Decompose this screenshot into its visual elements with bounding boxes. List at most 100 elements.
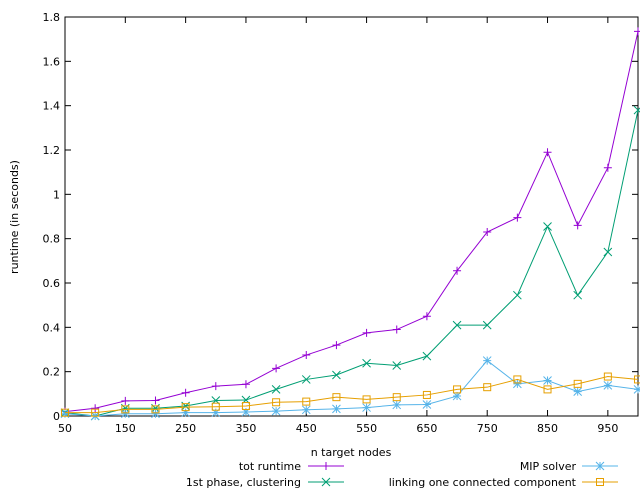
data-point <box>181 403 190 412</box>
x-tick-label: 250 <box>175 422 196 435</box>
legend-label: 1st phase, clustering <box>186 476 301 489</box>
x-tick-label: 850 <box>537 422 558 435</box>
data-point <box>603 372 612 381</box>
data-point <box>211 382 220 391</box>
data-point <box>121 396 130 405</box>
data-point <box>181 388 190 397</box>
data-point <box>543 385 552 394</box>
y-tick-label: 1 <box>53 188 60 201</box>
data-point <box>151 396 160 405</box>
data-point <box>513 379 522 389</box>
data-point <box>573 221 582 230</box>
x-axis-ticks: 50 150 250 350 450 550 650 750 850 950 <box>58 17 618 435</box>
y-tick-label: 1.6 <box>43 55 61 68</box>
data-point <box>121 405 130 414</box>
data-point <box>302 397 311 406</box>
y-tick-label: 0.6 <box>43 277 61 290</box>
data-point <box>322 462 330 470</box>
data-point <box>483 228 492 237</box>
data-point <box>211 402 220 411</box>
data-point <box>151 409 160 419</box>
data-point <box>271 406 281 416</box>
data-point <box>634 27 640 36</box>
series-line <box>64 31 639 413</box>
y-tick-label: 0 <box>53 410 60 423</box>
data-point <box>392 325 401 334</box>
data-point <box>452 391 462 401</box>
y-tick-label: 1.4 <box>43 100 61 113</box>
series-line <box>65 376 639 414</box>
data-point <box>634 375 640 384</box>
data-point <box>603 163 612 172</box>
axes <box>64 16 639 417</box>
data-point <box>422 400 432 409</box>
data-point <box>61 408 69 417</box>
data-point <box>513 290 522 300</box>
data-point <box>513 213 522 222</box>
data-point <box>362 395 371 404</box>
data-point <box>596 478 604 486</box>
data-point <box>181 408 190 418</box>
data-point <box>543 148 552 157</box>
data-point <box>482 356 492 365</box>
data-point <box>482 320 492 330</box>
data-point <box>60 409 70 419</box>
data-point <box>392 361 402 370</box>
data-point <box>453 266 462 275</box>
data-point <box>301 375 311 384</box>
plot-frame <box>64 16 639 417</box>
data-point <box>603 381 613 390</box>
series <box>60 27 640 421</box>
y-axis-ticks: 0 0.2 0.4 0.6 0.8 1 1.2 1.4 1.6 1.8 <box>43 11 638 423</box>
data-point <box>241 402 250 411</box>
data-point <box>392 400 402 410</box>
legend-label: linking one connected component <box>389 476 577 489</box>
data-point <box>362 403 371 412</box>
y-axis-label: runtime (in seconds) <box>8 160 21 274</box>
data-point <box>573 379 582 388</box>
data-point <box>332 404 341 414</box>
y-tick-label: 1.2 <box>43 144 61 157</box>
data-point <box>573 387 583 396</box>
data-point <box>211 408 221 418</box>
data-point <box>332 370 341 380</box>
x-tick-label: 550 <box>356 422 377 435</box>
data-point <box>453 385 462 394</box>
data-point <box>513 375 522 384</box>
data-point <box>272 364 281 373</box>
data-point <box>302 351 311 360</box>
data-point <box>151 405 160 414</box>
data-point <box>91 408 100 417</box>
data-point <box>633 385 640 394</box>
x-tick-label: 350 <box>235 422 256 435</box>
legend-item: linking one connected component <box>389 476 618 489</box>
data-point <box>362 358 371 368</box>
data-point <box>595 461 605 471</box>
data-point <box>633 105 640 115</box>
data-point <box>301 405 311 415</box>
x-tick-label: 150 <box>115 422 136 435</box>
data-point <box>422 351 432 361</box>
legend-label: MIP solver <box>520 460 577 473</box>
data-point <box>603 247 613 257</box>
data-point <box>422 390 431 399</box>
data-point <box>272 398 281 407</box>
series-1 <box>60 105 640 421</box>
series-line <box>64 109 639 417</box>
data-point <box>543 222 552 231</box>
x-tick-label: 750 <box>477 422 498 435</box>
data-point <box>120 409 130 419</box>
x-tick-label: 650 <box>416 422 437 435</box>
data-point <box>483 383 492 392</box>
series-line <box>64 359 639 417</box>
data-point <box>392 393 401 402</box>
y-tick-label: 1.8 <box>43 11 61 24</box>
data-point <box>241 407 251 417</box>
x-tick-label: 450 <box>296 422 317 435</box>
data-point <box>452 320 462 330</box>
data-point <box>332 341 341 350</box>
legend-item: tot runtime <box>239 460 344 473</box>
data-point <box>543 376 552 385</box>
x-axis-label: n target nodes <box>311 446 392 459</box>
